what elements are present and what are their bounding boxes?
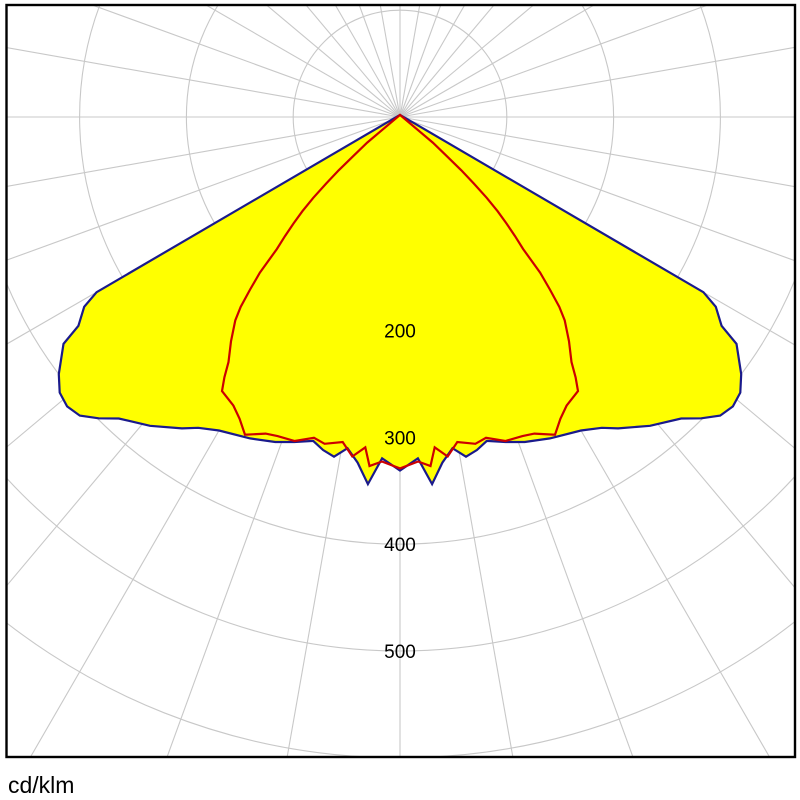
svg-text:cd/klm: cd/klm	[8, 772, 74, 798]
svg-text:400: 400	[384, 535, 416, 556]
svg-text:200: 200	[384, 322, 416, 343]
svg-text:500: 500	[384, 642, 416, 663]
svg-text:300: 300	[384, 428, 416, 449]
